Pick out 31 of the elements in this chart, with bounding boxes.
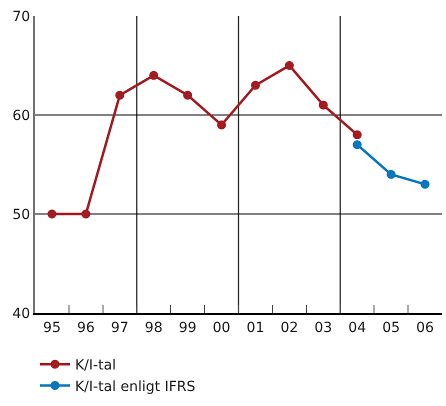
x-tick-label: 06 <box>416 320 434 336</box>
point <box>352 140 362 150</box>
point <box>420 180 430 189</box>
point <box>183 90 192 100</box>
point <box>47 210 56 218</box>
x-tick-label: 95 <box>43 320 61 336</box>
point <box>250 80 260 90</box>
x-tick-label: 00 <box>212 320 230 336</box>
x-tick-label: 02 <box>280 320 298 336</box>
point <box>386 170 396 179</box>
x-tick-label: 01 <box>246 320 264 336</box>
point <box>115 90 124 100</box>
y-tick-label: 70 <box>12 8 30 25</box>
x-tick-label: 04 <box>348 320 366 336</box>
y-tick-label: 50 <box>12 206 30 223</box>
x-tick-label: 96 <box>76 320 95 336</box>
x-tick-label: 97 <box>110 320 129 336</box>
point <box>217 120 226 130</box>
x-tick-label: 03 <box>314 320 332 336</box>
point <box>149 70 158 80</box>
point <box>81 210 90 218</box>
point <box>352 130 362 140</box>
point <box>284 61 294 70</box>
x-tick-label: 05 <box>382 320 400 336</box>
x-tick-label: 99 <box>178 320 197 336</box>
y-tick-label: 40 <box>12 306 30 322</box>
legend-label: K/I-tal enligt IFRS <box>75 378 196 395</box>
x-tick-label: 98 <box>144 320 163 336</box>
point <box>318 100 328 110</box>
legend-label: K/I-tal <box>75 358 116 374</box>
y-tick-label: 60 <box>12 108 30 124</box>
